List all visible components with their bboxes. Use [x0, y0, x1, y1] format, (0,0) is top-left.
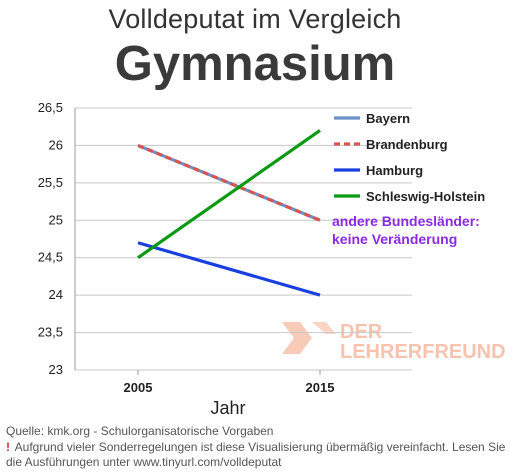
- chart-subtitle: Gymnasium: [114, 37, 396, 91]
- legend-label: Schleswig-Holstein: [366, 189, 485, 204]
- disclaimer-text: Aufgrund vieler Sonderregelungen ist die…: [6, 440, 506, 469]
- x-tick-label: 2015: [306, 380, 335, 395]
- chart-title: Volldeputat im Vergleich: [108, 4, 402, 34]
- y-tick-label: 25,5: [38, 175, 63, 190]
- x-tick-label: 2005: [124, 380, 153, 395]
- source-note: Quelle: kmk.org - Schulorganisatorische …: [6, 424, 274, 438]
- annotation-line2: keine Veränderung: [332, 231, 457, 247]
- legend-label: Brandenburg: [366, 137, 448, 152]
- warning-mark: !: [6, 440, 10, 454]
- watermark-line1: DER: [340, 321, 383, 343]
- series-line-schleswig-holstein: [137, 129, 321, 260]
- y-tick-label: 23: [49, 362, 63, 377]
- legend-label: Bayern: [366, 111, 410, 126]
- x-axis-label: Jahr: [210, 398, 245, 418]
- y-tick-label: 24: [49, 287, 63, 302]
- y-tick-label: 25: [49, 212, 63, 227]
- y-tick-label: 26: [49, 137, 63, 152]
- watermark-logo-icon: [312, 322, 336, 334]
- series-line-hamburg: [137, 241, 321, 297]
- y-tick-label: 26,5: [38, 100, 63, 115]
- annotation-line1: andere Bundesländer:: [332, 213, 480, 229]
- legend-label: Hamburg: [366, 163, 423, 178]
- y-tick-label: 24,5: [38, 250, 63, 265]
- watermark-line2: LEHRERFREUND: [340, 341, 506, 363]
- watermark-logo-icon: [282, 322, 312, 354]
- series-line-brandenburg: [137, 143, 321, 222]
- disclaimer-note: ! Aufgrund vieler Sonderregelungen ist d…: [6, 440, 506, 470]
- y-tick-label: 23,5: [38, 325, 63, 340]
